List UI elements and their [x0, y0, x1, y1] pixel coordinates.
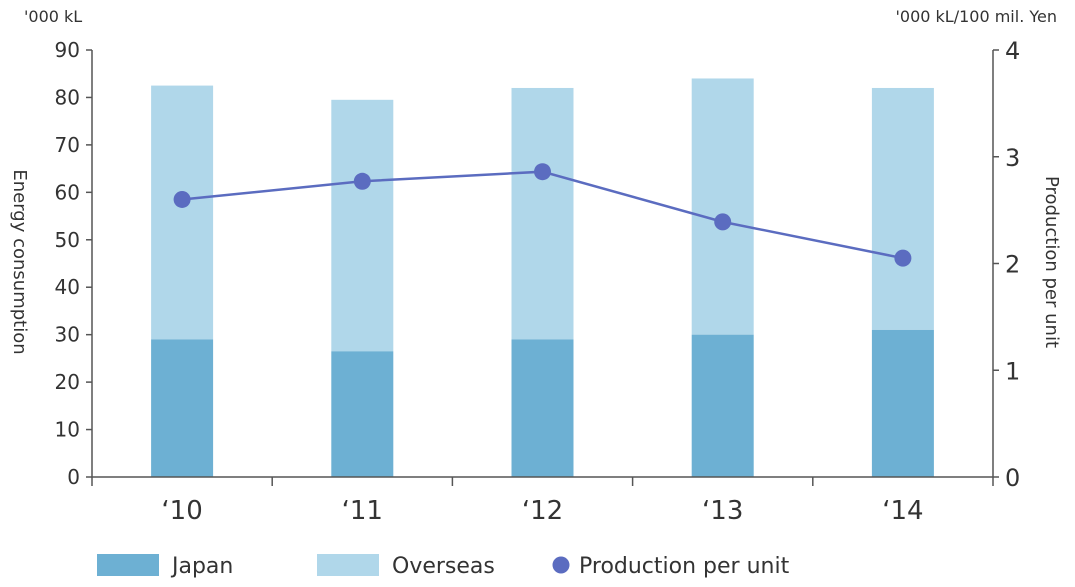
left-tick-label: 10: [55, 418, 80, 442]
bar-overseas: [871, 87, 934, 330]
left-tick-label: 30: [55, 323, 80, 347]
bar-overseas: [331, 99, 394, 352]
legend-label: Production per unit: [579, 554, 790, 579]
production-point: [534, 163, 551, 181]
bar-japan: [691, 334, 754, 477]
right-tick-label: 4: [1005, 37, 1020, 65]
x-tick-label: ‘12: [522, 496, 563, 526]
production-point: [714, 213, 732, 231]
left-tick-label: 60: [55, 180, 80, 204]
legend-marker-production: [552, 556, 570, 574]
bar-overseas: [691, 78, 754, 335]
right-tick-label: 0: [1005, 464, 1020, 492]
legend-label: Japan: [170, 554, 233, 579]
right-axis-unit: '000 kL/100 mil. Yen: [896, 7, 1058, 26]
left-tick-label: 70: [55, 133, 80, 157]
legend-swatch-overseas: [317, 554, 379, 576]
left-tick-label: 90: [55, 38, 80, 62]
x-tick-label: ‘10: [161, 496, 202, 526]
right-tick-label: 2: [1005, 251, 1020, 279]
production-point: [353, 172, 371, 190]
left-tick-label: 80: [55, 85, 80, 109]
left-axis-title: Energy consumption: [9, 169, 30, 354]
bar-japan: [331, 351, 394, 477]
bar-japan: [151, 339, 214, 477]
legend: Japan Overseas Production per unit: [97, 554, 790, 579]
production-point: [894, 249, 912, 267]
left-tick-label: 50: [55, 228, 80, 252]
legend-label: Overseas: [392, 554, 495, 579]
bar-japan: [511, 339, 574, 477]
left-axis-unit: '000 kL: [24, 7, 82, 26]
left-tick-label: 20: [55, 370, 80, 394]
right-axis-title: Production per unit: [1041, 176, 1062, 348]
left-tick-label: 40: [55, 275, 80, 299]
legend-swatch-japan: [97, 554, 159, 576]
x-tick-label: ‘14: [882, 496, 923, 526]
left-tick-label: 0: [67, 465, 80, 489]
bar-japan: [871, 329, 934, 477]
bar-overseas: [511, 87, 574, 340]
bar-overseas: [151, 85, 214, 340]
x-tick-label: ‘11: [342, 496, 383, 526]
production-point: [173, 190, 191, 208]
plot-area: 0 10 20 30 40 50 60 70 80 90 0 1 2 3 4 ‘10 ‘11 ‘12 ‘13 ‘14: [55, 37, 1021, 526]
right-tick-label: 3: [1005, 144, 1020, 172]
right-tick-label: 1: [1005, 357, 1020, 385]
x-tick-label: ‘13: [702, 496, 743, 526]
